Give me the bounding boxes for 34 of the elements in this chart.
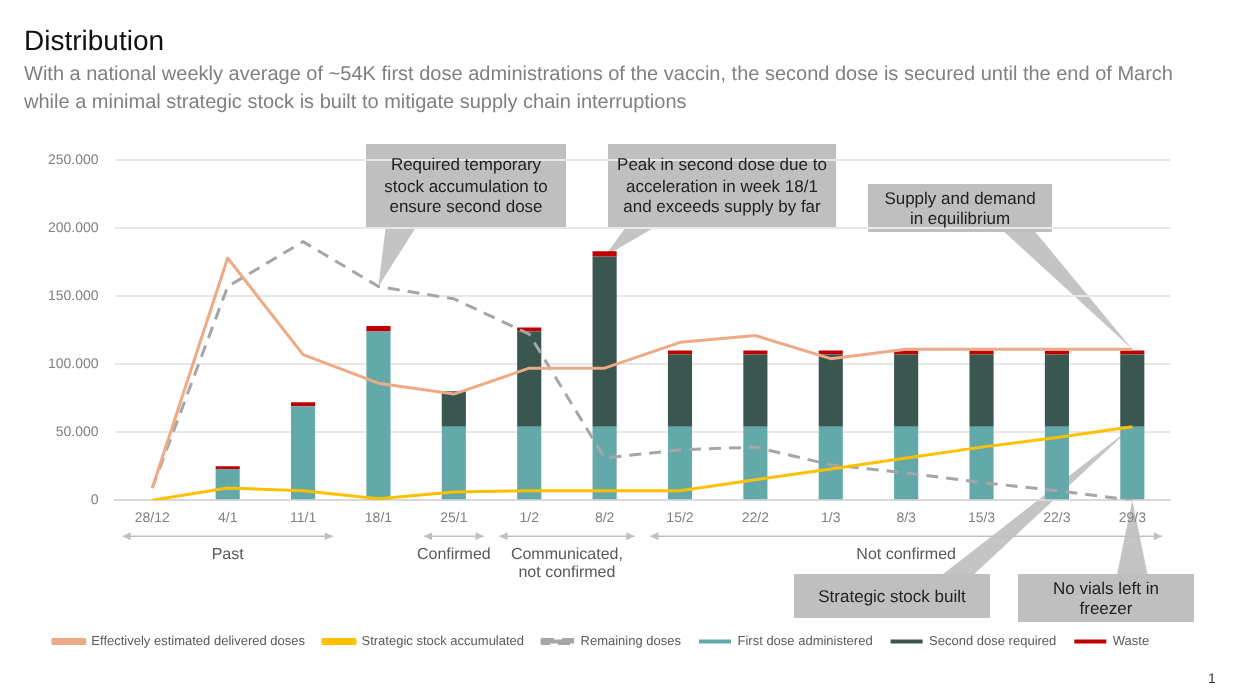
bar <box>517 426 542 500</box>
text: Past <box>211 544 246 563</box>
bar <box>894 426 919 500</box>
bar <box>1044 354 1069 427</box>
text: Confirmed <box>416 544 491 563</box>
text: Strategic stock built <box>794 574 990 618</box>
bar <box>291 406 316 500</box>
chart-title: Distribution <box>24 24 165 56</box>
bar <box>592 426 617 500</box>
chart-subtitle: With a national weekly average of ~54K first dose administrations of the vaccin, the second dose is secured until the end of March while a minimal strategic stock is built to mitigate supply chain interruptions <box>24 62 1175 118</box>
bar <box>667 354 693 427</box>
bar <box>366 326 391 332</box>
bar <box>592 251 617 257</box>
bar <box>969 426 994 500</box>
bar <box>743 426 768 500</box>
annotation: Supply and demand in equilibrium <box>868 184 1052 232</box>
bar <box>1044 426 1069 500</box>
bar <box>818 354 843 427</box>
bar <box>441 391 466 427</box>
bar <box>1120 354 1145 427</box>
annotation: Peak in second dose due to acceleration in week 18/1 and exceeds supply by far <box>608 144 836 228</box>
bar <box>441 426 466 500</box>
bar <box>517 331 542 427</box>
bar <box>894 354 919 427</box>
bar <box>743 354 768 427</box>
text: Not confirmed <box>856 544 956 563</box>
annotation: No vials left in freezer <box>1018 574 1194 622</box>
annotation: Required temporary stock accumulation to ensure second dose <box>366 144 566 228</box>
bar <box>969 354 994 427</box>
bar <box>592 256 617 427</box>
bar <box>366 331 391 500</box>
bar <box>818 426 843 500</box>
text: Communicated, not confirmed <box>510 544 623 581</box>
bar <box>667 426 693 500</box>
